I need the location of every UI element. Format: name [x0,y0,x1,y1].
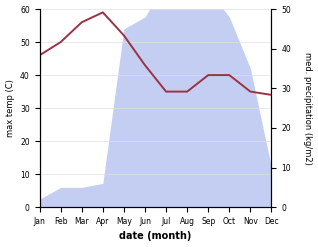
Y-axis label: max temp (C): max temp (C) [5,79,15,137]
X-axis label: date (month): date (month) [119,231,192,242]
Y-axis label: med. precipitation (kg/m2): med. precipitation (kg/m2) [303,52,313,165]
